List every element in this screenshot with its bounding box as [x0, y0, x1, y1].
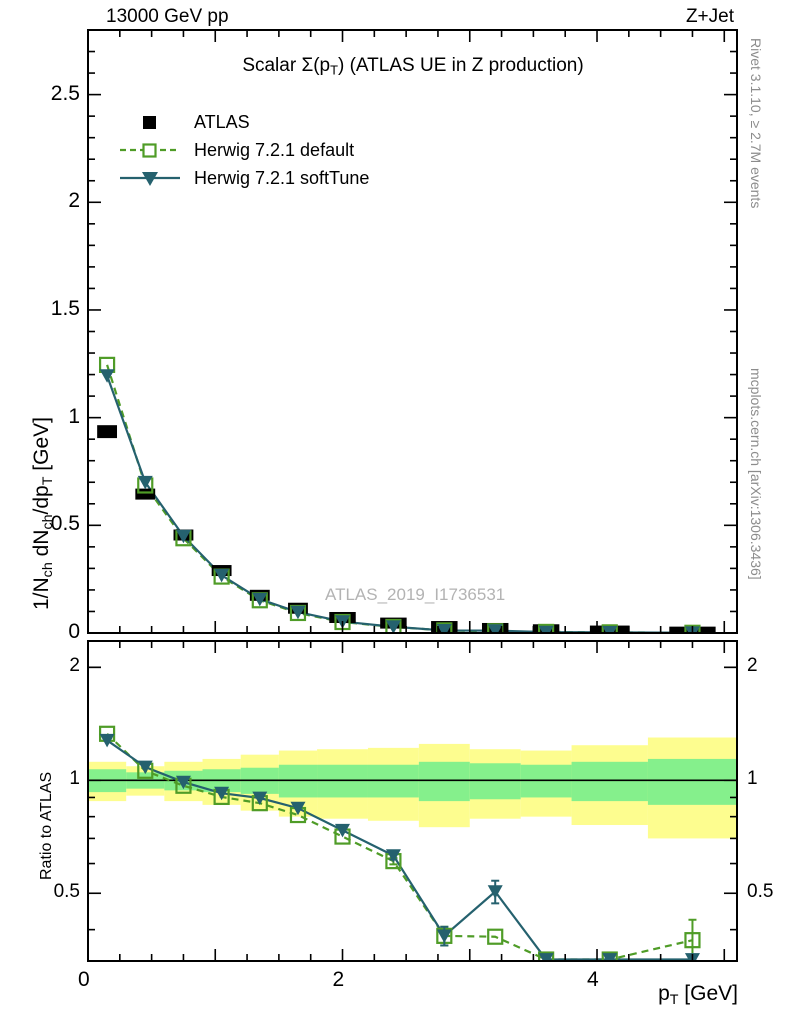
legend-label-herwig-default: Herwig 7.2.1 default — [194, 139, 355, 160]
legend-label-herwig-softtune: Herwig 7.2.1 softTune — [194, 167, 370, 188]
data-point-herwig-softtune — [602, 625, 618, 633]
main-clip-group — [97, 356, 716, 633]
ratio-uncertainty-bands — [88, 737, 737, 839]
data-point-herwig-softtune — [487, 624, 503, 633]
header-beam-energy: 13000 GeV pp — [106, 6, 229, 27]
analysis-watermark: ATLAS_2019_I1736531 — [325, 585, 506, 604]
uncertainty-band-inner — [520, 764, 572, 798]
main-panel-frame — [87, 29, 738, 634]
axis-tick-label: 0.5 — [50, 512, 80, 536]
ratio-clip-group — [98, 725, 701, 961]
data-point-herwig-softtune — [214, 568, 230, 583]
legend-marker-herwig-default — [118, 139, 182, 161]
ratio-point-herwig-default — [487, 928, 504, 945]
data-point-herwig-softtune — [175, 529, 191, 544]
plot-title-post: ) (ATLAS UE in Z production) — [337, 55, 584, 76]
axis-tick-label: 0 — [78, 968, 90, 991]
xlabel-part: p — [658, 982, 670, 1005]
main-panel-data — [97, 356, 716, 633]
ratio-panel-frame — [87, 640, 738, 962]
data-point-herwig-softtune — [538, 625, 554, 633]
legend-marker-herwig-softtune — [118, 167, 182, 189]
ratio-point-herwig-softtune — [487, 885, 503, 899]
ratio-point-herwig-softtune — [602, 953, 618, 961]
legend-item-herwig-softtune[interactable]: Herwig 7.2.1 softTune — [118, 164, 369, 192]
xlabel-part: [GeV] — [678, 982, 738, 1005]
axis-tick-label-right: 0.5 — [747, 881, 774, 903]
data-point-herwig-softtune — [252, 592, 268, 607]
axis-tick-label-right: 2 — [747, 655, 758, 677]
legend-marker-atlas — [118, 111, 182, 133]
uncertainty-band-inner — [571, 761, 648, 802]
header-process: Z+Jet — [685, 6, 734, 27]
legend-item-herwig-default[interactable]: Herwig 7.2.1 default — [118, 136, 369, 164]
series-line-herwig-softtune — [106, 375, 693, 633]
series-line-herwig-default — [106, 364, 693, 633]
plot-title: Scalar Σ(pT) (ATLAS UE in Z production) — [88, 55, 738, 78]
ratio-point-herwig-softtune — [335, 823, 351, 838]
data-point-herwig-softtune — [385, 620, 401, 633]
axis-tick-label: 0.5 — [53, 881, 80, 903]
axis-tick-label: 4 — [587, 968, 599, 991]
data-point-atlas — [135, 488, 156, 500]
uncertainty-band-inner — [367, 764, 419, 798]
legend-item-atlas[interactable]: ATLAS — [118, 108, 369, 136]
x-axis-label: pT [GeV] — [658, 982, 738, 1008]
ratio-point-herwig-softtune — [290, 801, 306, 816]
xlabel-sub: T — [669, 991, 679, 1008]
uncertainty-band-inner — [418, 761, 470, 802]
ratio-point-herwig-softtune — [538, 953, 554, 961]
legend: ATLAS Herwig 7.2.1 default Herwig 7.2.1 … — [118, 108, 369, 192]
legend-label-atlas: ATLAS — [194, 111, 250, 132]
ratio-point-herwig-default — [538, 951, 555, 961]
axis-tick-label: 2.5 — [50, 81, 80, 105]
uncertainty-band-inner — [278, 764, 318, 798]
plot-title-pre: Scalar Σ(p — [242, 55, 331, 76]
ratio-point-herwig-softtune — [385, 849, 401, 863]
data-point-herwig-softtune — [137, 475, 153, 490]
axis-tick-label: 1 — [69, 768, 80, 790]
ratio-point-herwig-softtune — [175, 775, 191, 790]
axis-tick-label-right: 1 — [747, 768, 758, 790]
data-point-herwig-softtune — [99, 369, 115, 383]
data-point-herwig-softtune — [436, 624, 452, 633]
ratio-point-herwig-softtune — [252, 791, 268, 806]
data-point-herwig-default — [385, 618, 402, 633]
axis-frames-and-ticks — [87, 29, 738, 962]
ratio-panel-data — [98, 725, 701, 961]
axis-tick-label: 2 — [69, 655, 80, 677]
ratio-point-herwig-default — [684, 932, 701, 949]
axis-tick-label: 1.5 — [50, 296, 80, 320]
axis-tick-label: 2 — [332, 968, 345, 991]
data-point-herwig-default — [538, 623, 555, 633]
axis-tick-label: 2 — [68, 189, 80, 213]
ratio-point-herwig-softtune — [137, 760, 153, 775]
uncertainty-band-inner — [469, 763, 521, 800]
uncertainty-band-inner — [647, 758, 737, 805]
data-point-atlas — [97, 425, 118, 439]
ratio-point-herwig-softtune — [99, 733, 115, 748]
data-point-herwig-softtune — [290, 605, 306, 620]
axis-tick-label: 1 — [68, 404, 80, 428]
axis-tick-label: 0 — [68, 620, 80, 643]
ratio-point-herwig-softtune — [214, 786, 230, 801]
plot-title-sub: T — [330, 62, 338, 78]
ratio-point-herwig-softtune — [436, 929, 452, 943]
uncertainty-band-inner — [317, 764, 368, 798]
ratio-point-herwig-default — [601, 951, 618, 961]
